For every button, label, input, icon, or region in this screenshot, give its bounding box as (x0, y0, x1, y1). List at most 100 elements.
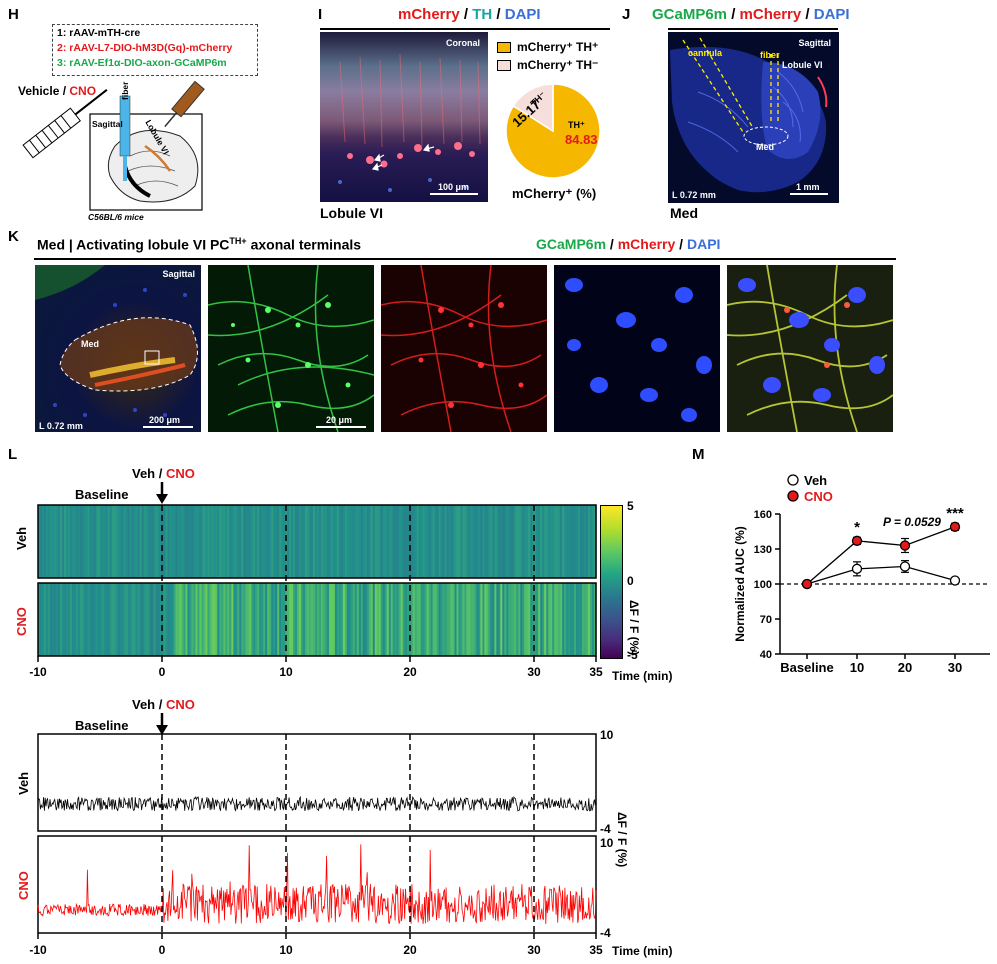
heat-cell-cno (167, 583, 171, 656)
heat-cell-cno (350, 583, 354, 656)
heat-cell-veh (324, 505, 328, 578)
heat-cell-veh (394, 505, 398, 578)
heat-cell-veh (584, 505, 587, 578)
heat-cell-cno (412, 583, 416, 656)
k-green-texture (208, 265, 374, 432)
heat-cell-cno (546, 583, 549, 656)
heat-cell-veh (466, 505, 470, 578)
heat-cell-veh (127, 505, 131, 578)
heat-cell-cno (269, 583, 272, 656)
heat-cell-veh (281, 505, 284, 578)
heat-cell-cno (440, 583, 444, 656)
heat-cell-veh (119, 505, 123, 578)
heat-cell-veh (93, 505, 97, 578)
heat-cell-veh (502, 505, 505, 578)
heat-cell-cno (195, 583, 199, 656)
heat-cell-veh (121, 505, 125, 578)
heat-cell-cno (360, 583, 364, 656)
heat-cell-cno (131, 583, 135, 656)
heat-cell-veh (253, 505, 256, 578)
heat-cell-cno (460, 583, 464, 656)
heat-cell-veh (117, 505, 121, 578)
heat-cell-cno (514, 583, 517, 656)
heat-cell-cno (165, 583, 169, 656)
m-point-veh (851, 563, 863, 574)
heat-cell-veh (368, 505, 372, 578)
heat-cell-veh (43, 505, 47, 578)
heat-cell-cno (299, 583, 302, 656)
i-title-rule (320, 28, 610, 30)
trace-cno-line (37, 844, 597, 925)
heat-cell-veh (165, 505, 169, 578)
heat-cell-veh (259, 505, 262, 578)
heat-cell-cno (87, 583, 91, 656)
heat-cell-cno (442, 583, 446, 656)
heat-cell-cno (187, 583, 191, 656)
j-title: GCaMP6m / mCherry / DAPI (652, 6, 850, 23)
heat-cell-cno (221, 583, 224, 656)
heat-cell-cno (488, 583, 491, 656)
heat-cell-cno (123, 583, 127, 656)
heat-cell-veh (574, 505, 577, 578)
heat-cell-cno (169, 583, 173, 656)
legend-pos: mCherry⁺ TH⁺ (497, 38, 598, 56)
l-top-vehcno: Veh / CNO (132, 466, 195, 481)
heat-cell-cno (271, 583, 274, 656)
heat-xlabel: Time (min) (612, 669, 673, 683)
l-top-baseline: Baseline (75, 487, 129, 502)
pie-value-pos: 84.83 (565, 132, 598, 147)
heat-cell-cno (454, 583, 458, 656)
heat-cell-cno (420, 583, 424, 656)
heat-cell-veh (57, 505, 61, 578)
m-ytick-label: 160 (754, 509, 772, 521)
heat-cell-veh (65, 505, 69, 578)
heat-cell-veh (554, 505, 557, 578)
heat-cell-veh (293, 505, 296, 578)
heat-cell-cno (366, 583, 370, 656)
heat-cell-cno (239, 583, 242, 656)
heat-cell-cno (338, 583, 342, 656)
heat-cell-veh (199, 505, 203, 578)
j-fiber: fiber (760, 50, 780, 60)
heat-cell-cno (73, 583, 77, 656)
heat-cell-cno (552, 583, 555, 656)
heat-cell-veh (482, 505, 485, 578)
heat-cell-veh (402, 505, 406, 578)
heat-xtick-label: 0 (159, 665, 166, 679)
heat-cell-cno (358, 583, 362, 656)
heat-cell-cno (438, 583, 442, 656)
heat-cell-cno (474, 583, 478, 656)
heat-cell-veh (434, 505, 438, 578)
heat-cell-veh (376, 505, 380, 578)
heat-cell-cno (516, 583, 519, 656)
heat-cell-cno (233, 583, 236, 656)
panel-letter-k: K (8, 228, 19, 245)
heat-cell-cno (111, 583, 115, 656)
heat-cell-cno (422, 583, 426, 656)
heat-cell-cno (492, 583, 495, 656)
heatmap-chart: -10 0 10 20 30 35 (29, 504, 603, 679)
k-merge-texture (727, 265, 893, 432)
heat-cell-cno (93, 583, 97, 656)
heat-cell-veh (586, 505, 589, 578)
heat-cell-veh (420, 505, 424, 578)
m-xtick-label: 20 (898, 660, 912, 675)
heat-cell-cno (356, 583, 360, 656)
heat-cell-cno (155, 583, 159, 656)
heat-cell-veh (320, 505, 324, 578)
k-title-rule (34, 258, 896, 260)
heat-cell-veh (77, 505, 81, 578)
heat-cell-veh (239, 505, 242, 578)
heat-cell-veh (309, 505, 312, 578)
heat-cell-veh (338, 505, 342, 578)
heat-cell-veh (223, 505, 226, 578)
heatmap-veh-frame (37, 504, 597, 579)
heat-cell-veh (159, 505, 163, 578)
heat-cell-cno (562, 583, 565, 656)
heat-cell-cno (213, 583, 216, 656)
heat-cell-veh (330, 505, 334, 578)
heat-cell-veh (151, 505, 155, 578)
heat-cell-cno (149, 583, 153, 656)
heat-cell-cno (259, 583, 262, 656)
heat-cell-cno (253, 583, 256, 656)
